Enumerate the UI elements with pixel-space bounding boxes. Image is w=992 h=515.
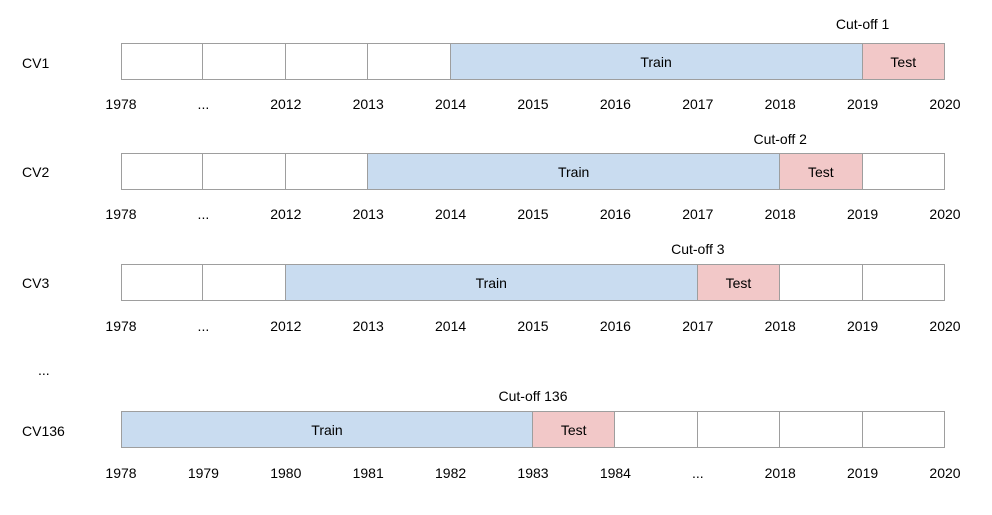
year-tick-label: 2012 — [270, 206, 302, 222]
timeline-bar: Train Test — [121, 411, 945, 448]
year-tick-label: 2013 — [352, 96, 384, 112]
cutoff-label: Cut-off 1 — [835, 16, 890, 32]
row-label: CV2 — [22, 164, 50, 180]
year-tick-label: 2013 — [352, 206, 384, 222]
year-tick-label: 2014 — [435, 96, 467, 112]
empty-cell — [121, 153, 204, 190]
year-tick-label: ... — [197, 206, 210, 222]
row-label: CV3 — [22, 275, 50, 291]
empty-cell — [696, 411, 781, 448]
year-tick-label: 1981 — [352, 465, 384, 481]
cutoff-label: Cut-off 2 — [753, 131, 807, 147]
year-tick-label: 2016 — [599, 96, 631, 112]
empty-cell — [614, 411, 698, 448]
empty-cell — [861, 264, 945, 301]
test-label: Test — [560, 421, 587, 438]
year-tick-label: 1983 — [517, 465, 549, 481]
year-tick-label: 2017 — [682, 206, 714, 222]
year-tick-label: 1978 — [105, 465, 137, 481]
year-tick-label: 2015 — [517, 206, 549, 222]
year-tick-label: 2017 — [682, 96, 714, 112]
year-tick-label: 1984 — [599, 465, 631, 481]
train-segment: Train — [367, 153, 781, 190]
year-tick-label: 2018 — [764, 318, 796, 334]
timeline-bar: Train Test — [121, 153, 945, 190]
empty-cell — [861, 153, 945, 190]
empty-cell — [284, 43, 369, 80]
year-tick-label: 2012 — [270, 318, 302, 334]
year-tick-label: 1978 — [105, 318, 137, 334]
year-tick-label: 2020 — [929, 318, 961, 334]
train-label: Train — [640, 53, 672, 70]
rows-ellipsis: ... — [38, 362, 50, 378]
year-tick-label: 2018 — [764, 206, 796, 222]
test-label: Test — [890, 53, 917, 70]
year-tick-label: 2019 — [847, 206, 879, 222]
empty-cell — [779, 264, 863, 301]
cutoff-label: Cut-off 136 — [498, 388, 568, 404]
year-tick-label: 1980 — [270, 465, 302, 481]
empty-cell — [284, 153, 369, 190]
year-tick-label: 1979 — [187, 465, 219, 481]
year-tick-label: 2017 — [682, 318, 714, 334]
empty-cell — [861, 411, 945, 448]
train-segment: Train — [284, 264, 698, 301]
train-label: Train — [311, 421, 343, 438]
test-segment: Test — [779, 153, 863, 190]
train-segment: Train — [449, 43, 863, 80]
year-tick-label: 2015 — [517, 96, 549, 112]
test-label: Test — [725, 274, 752, 291]
test-segment: Test — [861, 43, 945, 80]
year-tick-label: 2020 — [929, 206, 961, 222]
year-tick-label: 1978 — [105, 206, 137, 222]
year-tick-label: 2019 — [847, 318, 879, 334]
train-segment: Train — [121, 411, 533, 448]
empty-cell — [202, 153, 286, 190]
empty-cell — [202, 43, 286, 80]
empty-cell — [779, 411, 863, 448]
year-tick-label: 2012 — [270, 96, 302, 112]
year-tick-label: 2016 — [599, 206, 631, 222]
year-tick-label: 1978 — [105, 96, 137, 112]
train-label: Train — [557, 163, 590, 180]
timeline-bar: Train Test — [121, 43, 945, 80]
year-tick-label: 2020 — [929, 465, 961, 481]
row-label: CV136 — [22, 423, 65, 439]
empty-cell — [121, 264, 204, 301]
test-segment: Test — [532, 411, 616, 448]
timeline-bar: Train Test — [121, 264, 945, 301]
test-label: Test — [808, 163, 834, 180]
year-tick-label: 1982 — [435, 465, 467, 481]
train-label: Train — [475, 274, 507, 291]
year-tick-label: 2013 — [352, 318, 384, 334]
year-tick-label: 2020 — [929, 96, 961, 112]
year-tick-label: ... — [197, 318, 210, 334]
year-tick-label: 2019 — [847, 96, 879, 112]
empty-cell — [121, 43, 204, 80]
year-tick-label: ... — [197, 96, 210, 112]
year-tick-label: 2019 — [847, 465, 879, 481]
test-segment: Test — [696, 264, 781, 301]
year-tick-label: ... — [691, 465, 704, 481]
year-tick-label: 2016 — [599, 318, 631, 334]
year-tick-label: 2018 — [764, 96, 796, 112]
row-label: CV1 — [22, 55, 50, 71]
year-tick-label: 2015 — [517, 318, 549, 334]
year-tick-label: 2014 — [435, 206, 467, 222]
year-tick-label: 2018 — [764, 465, 796, 481]
empty-cell — [202, 264, 286, 301]
empty-cell — [367, 43, 451, 80]
year-tick-label: 2014 — [435, 318, 467, 334]
cutoff-label: Cut-off 3 — [671, 241, 725, 257]
